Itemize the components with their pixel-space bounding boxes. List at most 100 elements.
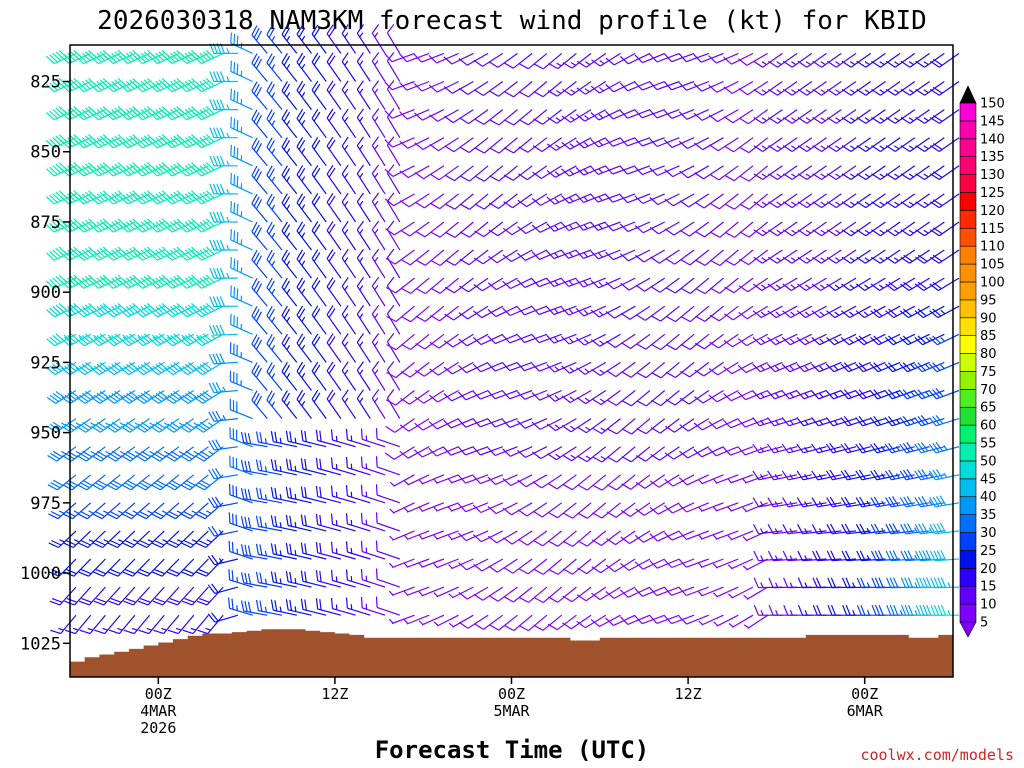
wind-barb bbox=[375, 484, 400, 504]
wind-barb bbox=[459, 193, 489, 210]
wind-barb bbox=[811, 470, 842, 481]
wind-barb bbox=[311, 333, 327, 363]
wind-barb bbox=[841, 249, 872, 264]
wind-barb bbox=[488, 193, 518, 210]
wind-barb bbox=[148, 190, 180, 205]
wind-barb bbox=[930, 577, 960, 589]
wind-barb bbox=[255, 599, 283, 616]
wind-barb bbox=[663, 109, 695, 119]
wind-barb bbox=[296, 361, 312, 391]
wind-barb bbox=[679, 446, 710, 459]
wind-barb bbox=[180, 474, 209, 491]
wind-barb bbox=[915, 604, 945, 616]
wind-barb bbox=[400, 333, 430, 351]
wind-barb bbox=[767, 470, 798, 481]
wind-barb bbox=[650, 446, 680, 461]
wind-barb bbox=[723, 80, 754, 95]
wind-barb bbox=[517, 474, 548, 488]
wind-barb bbox=[341, 248, 357, 279]
wind-barb bbox=[375, 428, 400, 448]
wind-barb bbox=[134, 389, 165, 404]
wind-barb bbox=[371, 276, 386, 307]
colorbar-label: 5 bbox=[980, 616, 988, 631]
wind-barb bbox=[458, 305, 489, 320]
wind-barb bbox=[489, 614, 518, 631]
wind-barb bbox=[488, 81, 518, 97]
wind-barb bbox=[230, 285, 253, 307]
wind-barb bbox=[240, 600, 268, 616]
wind-barb bbox=[76, 389, 106, 404]
wind-barb bbox=[739, 193, 769, 210]
wind-barb bbox=[194, 418, 224, 433]
wind-barb bbox=[782, 524, 812, 535]
wind-barb bbox=[826, 165, 857, 181]
colorbar-label: 10 bbox=[980, 598, 997, 613]
wind-barb bbox=[428, 80, 459, 93]
wind-barb bbox=[209, 43, 238, 54]
wind-barb bbox=[752, 497, 783, 508]
wind-barb bbox=[45, 106, 77, 121]
wind-barb bbox=[473, 586, 504, 601]
wind-barb bbox=[90, 134, 121, 149]
colorbar-segment bbox=[959, 371, 977, 390]
wind-barb bbox=[825, 442, 857, 454]
wind-barb bbox=[400, 361, 430, 378]
wind-barb bbox=[384, 165, 415, 177]
wind-barb bbox=[178, 162, 209, 177]
wind-barb bbox=[77, 502, 106, 520]
wind-barb bbox=[404, 474, 430, 486]
wind-barb bbox=[315, 485, 342, 504]
wind-barb bbox=[636, 361, 666, 379]
chart-title: 2026030318 NAM3KM forecast wind profile … bbox=[97, 6, 927, 36]
wind-barb bbox=[678, 586, 710, 597]
wind-barb bbox=[605, 221, 636, 232]
wind-barb bbox=[840, 442, 871, 454]
wind-barb bbox=[884, 361, 916, 373]
wind-barb bbox=[311, 24, 327, 54]
wind-barb bbox=[300, 430, 327, 448]
wind-barb bbox=[651, 361, 680, 379]
wind-barb bbox=[194, 446, 224, 462]
wind-barb bbox=[680, 305, 710, 323]
colorbar-label: 45 bbox=[980, 472, 997, 487]
wind-barb bbox=[326, 80, 342, 110]
wind-barb bbox=[871, 137, 901, 153]
wind-barb bbox=[385, 390, 415, 406]
wind-barb bbox=[444, 305, 474, 321]
wind-barb bbox=[502, 418, 533, 428]
wind-barb bbox=[386, 108, 401, 139]
wind-barb bbox=[163, 106, 194, 121]
wind-barb bbox=[90, 246, 121, 261]
wind-barb bbox=[281, 137, 298, 167]
wind-barb bbox=[664, 474, 695, 487]
wind-barb bbox=[403, 614, 430, 625]
wind-barb bbox=[104, 77, 136, 93]
wind-barb bbox=[708, 361, 739, 376]
wind-barb bbox=[207, 526, 239, 537]
colorbar-segment bbox=[959, 227, 977, 247]
wind-barb bbox=[472, 502, 504, 514]
colorbar-label: 35 bbox=[980, 508, 997, 523]
wind-barb bbox=[592, 502, 621, 519]
wind-barb bbox=[384, 137, 415, 148]
wind-barb bbox=[914, 305, 945, 319]
wind-barb bbox=[163, 77, 194, 93]
wind-barb bbox=[403, 530, 430, 541]
wind-barb bbox=[209, 99, 238, 111]
wind-barb bbox=[148, 134, 180, 149]
wind-barb bbox=[281, 81, 298, 110]
wind-barb bbox=[195, 502, 224, 520]
wind-barb bbox=[503, 52, 533, 69]
colorbar-segment bbox=[959, 478, 977, 498]
wind-barb bbox=[812, 604, 842, 616]
wind-barb bbox=[229, 455, 253, 476]
wind-barb bbox=[121, 502, 150, 520]
wind-barb bbox=[884, 333, 916, 346]
wind-barb bbox=[693, 109, 724, 121]
wind-barb bbox=[371, 389, 386, 419]
wind-barbs bbox=[45, 23, 960, 635]
wind-barb bbox=[230, 144, 253, 167]
wind-barb bbox=[281, 24, 298, 54]
wind-barb bbox=[106, 474, 136, 491]
wind-barb bbox=[855, 361, 886, 373]
